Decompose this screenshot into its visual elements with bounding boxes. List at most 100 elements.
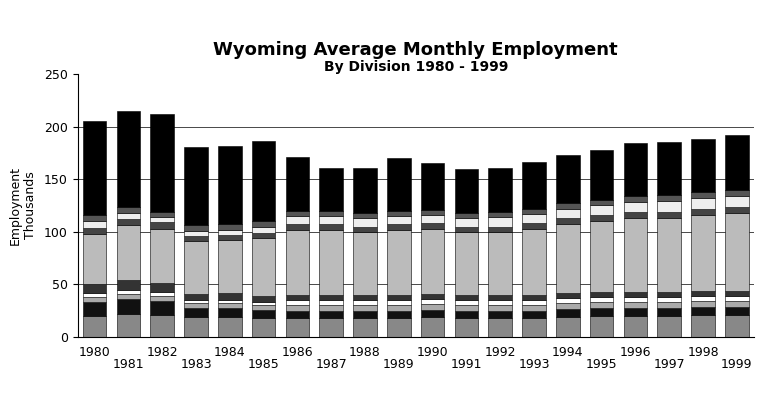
Bar	[319, 230, 343, 295]
Bar	[117, 213, 140, 219]
Bar	[184, 317, 207, 337]
Bar	[387, 230, 410, 295]
Bar	[151, 301, 174, 315]
Bar	[590, 297, 613, 302]
Bar	[117, 226, 140, 280]
Bar	[184, 231, 207, 236]
Bar	[117, 111, 140, 207]
Bar	[657, 307, 681, 316]
Bar	[421, 309, 444, 317]
Bar	[184, 236, 207, 241]
Bar	[387, 158, 410, 211]
Bar	[556, 303, 580, 309]
Bar	[489, 311, 512, 318]
Bar	[725, 296, 748, 301]
Bar	[421, 215, 444, 224]
Bar	[151, 114, 174, 212]
Bar	[489, 217, 512, 226]
Bar	[252, 233, 275, 238]
Bar	[117, 294, 140, 299]
Bar	[151, 292, 174, 296]
Bar	[590, 316, 613, 337]
Bar	[252, 238, 275, 296]
Bar	[387, 211, 410, 216]
Bar	[692, 209, 715, 215]
Bar	[421, 164, 444, 210]
Bar	[489, 226, 512, 232]
Bar	[354, 168, 377, 213]
Bar	[657, 212, 681, 218]
Bar	[725, 207, 748, 213]
Bar	[725, 301, 748, 307]
Bar	[218, 303, 242, 307]
Text: 1986: 1986	[281, 346, 313, 360]
Bar	[421, 224, 444, 229]
Bar	[83, 284, 106, 293]
Text: 1985: 1985	[248, 358, 280, 371]
Bar	[184, 226, 207, 231]
Text: 1992: 1992	[484, 346, 516, 360]
Bar	[692, 192, 715, 198]
Bar	[83, 293, 106, 297]
Bar	[556, 218, 580, 224]
Bar	[725, 213, 748, 291]
Bar	[218, 307, 242, 317]
Bar	[692, 296, 715, 301]
Bar	[556, 209, 580, 218]
Bar	[725, 135, 748, 190]
Bar	[725, 190, 748, 196]
Bar	[421, 305, 444, 309]
Bar	[624, 196, 647, 202]
Bar	[117, 314, 140, 337]
Text: 1994: 1994	[552, 346, 584, 360]
Bar	[151, 315, 174, 337]
Bar	[624, 218, 647, 292]
Bar	[590, 200, 613, 206]
Bar	[184, 307, 207, 317]
Bar	[556, 293, 580, 298]
Bar	[556, 224, 580, 293]
Bar	[151, 217, 174, 222]
Bar	[590, 150, 613, 200]
Bar	[218, 300, 242, 303]
Bar	[252, 221, 275, 226]
Bar	[252, 305, 275, 309]
Text: 1999: 1999	[721, 358, 753, 371]
Bar	[624, 292, 647, 297]
Bar	[286, 230, 309, 295]
Text: 1995: 1995	[586, 358, 618, 371]
Bar	[590, 307, 613, 316]
Bar	[354, 318, 377, 337]
Bar	[83, 228, 106, 234]
Bar	[624, 202, 647, 212]
Text: By Division 1980 - 1999: By Division 1980 - 1999	[323, 60, 508, 74]
Bar	[387, 305, 410, 311]
Text: 1991: 1991	[451, 358, 483, 371]
Text: 1989: 1989	[383, 358, 415, 371]
Bar	[252, 296, 275, 302]
Bar	[522, 214, 545, 224]
Bar	[421, 299, 444, 305]
Text: 1997: 1997	[653, 358, 685, 371]
Bar	[692, 198, 715, 209]
Text: 1982: 1982	[146, 346, 178, 360]
Bar	[455, 232, 478, 295]
Text: 1990: 1990	[416, 346, 448, 360]
Bar	[83, 221, 106, 228]
Bar	[319, 211, 343, 216]
Bar	[657, 297, 681, 302]
Bar	[151, 296, 174, 301]
Bar	[725, 196, 748, 207]
Bar	[286, 318, 309, 337]
Bar	[354, 232, 377, 295]
Bar	[522, 318, 545, 337]
Bar	[590, 302, 613, 307]
Bar	[522, 300, 545, 305]
Bar	[657, 142, 681, 195]
Bar	[590, 292, 613, 297]
Bar	[725, 291, 748, 296]
Bar	[522, 295, 545, 300]
Bar	[657, 316, 681, 337]
Bar	[83, 234, 106, 284]
Bar	[354, 226, 377, 232]
